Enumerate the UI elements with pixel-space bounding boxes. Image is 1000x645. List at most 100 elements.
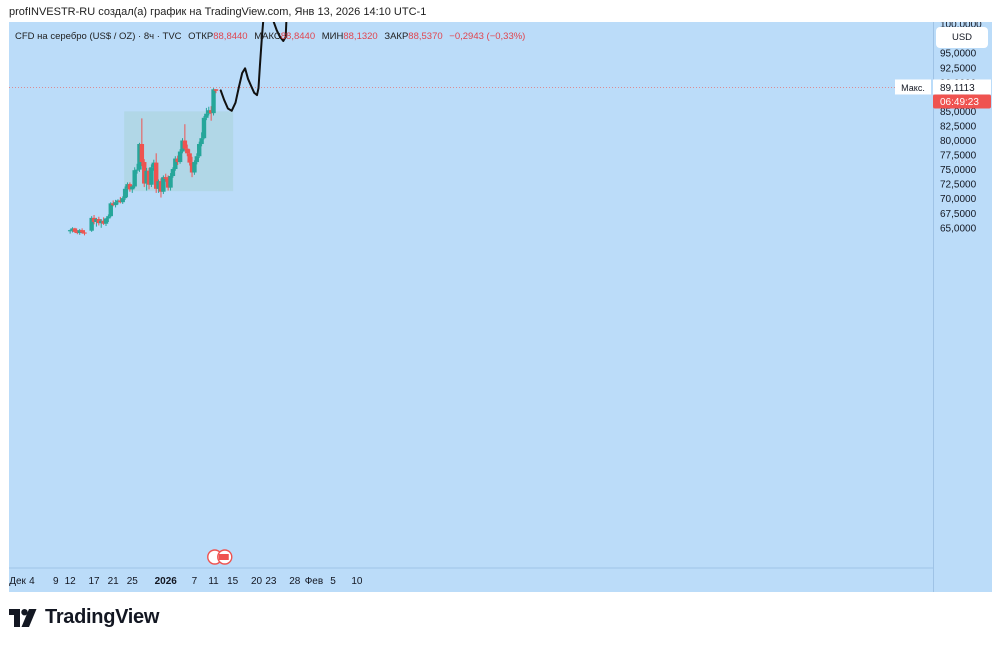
candle	[185, 144, 190, 157]
candle-body	[194, 156, 200, 163]
candle-body	[94, 219, 99, 222]
timer-tag-bg	[933, 94, 991, 109]
candle-body	[161, 177, 166, 192]
max-tag-label: Макс.	[901, 83, 925, 93]
price-axis[interactable]	[933, 22, 992, 592]
candle-body	[101, 220, 106, 224]
candle-body	[82, 232, 87, 234]
max-value-tag-bg	[933, 79, 991, 95]
chart-header: profINVESTR-RU создал(а) график на Tradi…	[9, 6, 427, 18]
candle-body	[177, 151, 183, 163]
candle-body	[125, 184, 130, 189]
candle-body	[163, 177, 168, 179]
candle-body	[106, 216, 111, 219]
candle	[211, 88, 216, 116]
candle	[151, 159, 156, 171]
candle-body	[113, 202, 118, 206]
candle-body	[208, 110, 214, 114]
y-tick-label: 82,5000	[940, 121, 977, 132]
candle-body	[146, 170, 152, 185]
candle-body	[175, 158, 180, 163]
candle	[192, 160, 197, 175]
candle	[187, 149, 192, 166]
candle	[67, 229, 73, 234]
low-label: МИН	[321, 31, 344, 42]
event-flag-icon-mark	[218, 554, 229, 560]
candle-body	[89, 217, 94, 231]
candle-body	[213, 89, 219, 91]
x-tick-label: 28	[289, 576, 301, 587]
candle	[70, 227, 75, 233]
candle	[108, 202, 113, 218]
plot-group	[9, 22, 933, 236]
candle	[137, 142, 142, 172]
x-tick-label: 23	[265, 576, 277, 587]
candle	[115, 199, 121, 205]
candle	[77, 228, 82, 235]
candle-body	[103, 218, 109, 224]
tradingview-logo-icon	[9, 608, 37, 627]
candle	[75, 230, 80, 235]
candle	[146, 167, 152, 190]
y-tick-label: 67,5000	[940, 209, 977, 220]
candle	[113, 199, 118, 208]
candle-body	[182, 140, 188, 149]
x-tick-label: 21	[108, 576, 120, 587]
y-tick-label: 85,0000	[940, 107, 977, 118]
chart-svg: Дек 4 9 12 17 21 25 2026 7 11 15 20 23 28 Фев 5 10 65,000…	[9, 22, 991, 587]
candle	[127, 182, 133, 192]
candle	[170, 167, 176, 178]
candle-body	[187, 153, 192, 163]
candle	[79, 228, 85, 234]
candle-body	[189, 162, 195, 173]
candle	[96, 216, 102, 226]
forecast-line	[219, 22, 288, 112]
candle-body	[130, 186, 135, 190]
candle	[204, 107, 209, 121]
candle	[180, 138, 185, 154]
chart-container[interactable]: Дек 4 9 12 17 21 25 2026 7 11 15 20 23 28 Фев 5 10 65,000…	[9, 22, 992, 592]
y-tick-label: 95,0000	[940, 49, 977, 60]
currency-button[interactable]: USD	[936, 27, 988, 48]
candle	[120, 196, 125, 204]
timer-tag: 06:49:23	[940, 97, 979, 108]
tradingview-logo-text: TradingView	[45, 606, 160, 628]
candle-body	[91, 217, 97, 222]
candle	[153, 153, 159, 193]
candle	[103, 217, 109, 227]
x-tick-label: 10	[351, 576, 363, 587]
candle-body	[149, 167, 154, 185]
high-label: МАКС	[254, 31, 281, 42]
tradingview-logo[interactable]: TradingView	[9, 606, 159, 629]
candle	[122, 186, 128, 200]
candle-body	[211, 89, 216, 114]
candle-body	[122, 188, 128, 199]
candle-body	[70, 228, 75, 231]
x-tick-label: 9	[53, 576, 59, 587]
y-tick-label: 65,0000	[940, 223, 977, 234]
candle-body	[151, 162, 156, 168]
candle-body	[132, 170, 137, 187]
candle	[110, 200, 116, 207]
candle-body	[118, 200, 123, 203]
candle-body	[206, 110, 211, 114]
candle	[156, 179, 161, 193]
candle-body	[108, 203, 113, 217]
candle	[149, 164, 154, 188]
candle-body	[115, 200, 121, 203]
symbol-title[interactable]: CFD на серебро (US$ / OZ) · 8ч · TVC	[15, 31, 182, 42]
candle-body	[204, 113, 209, 118]
symbol-legend: CFD на серебро (US$ / OZ) · 8ч · TVC ОТК…	[15, 31, 525, 42]
candle-body	[99, 220, 104, 224]
candle-body	[180, 140, 185, 152]
x-tick-label: 11	[208, 576, 219, 587]
candle	[132, 167, 137, 189]
max-value-tag: 89,1113	[940, 83, 975, 94]
candle	[142, 159, 147, 188]
y-tick-label: 77,5000	[940, 151, 977, 162]
candle-body	[134, 169, 140, 171]
x-tick-label: Дек	[9, 576, 26, 587]
candle-body	[170, 169, 176, 177]
candle-body	[137, 143, 142, 170]
x-tick-label: 12	[65, 576, 77, 587]
